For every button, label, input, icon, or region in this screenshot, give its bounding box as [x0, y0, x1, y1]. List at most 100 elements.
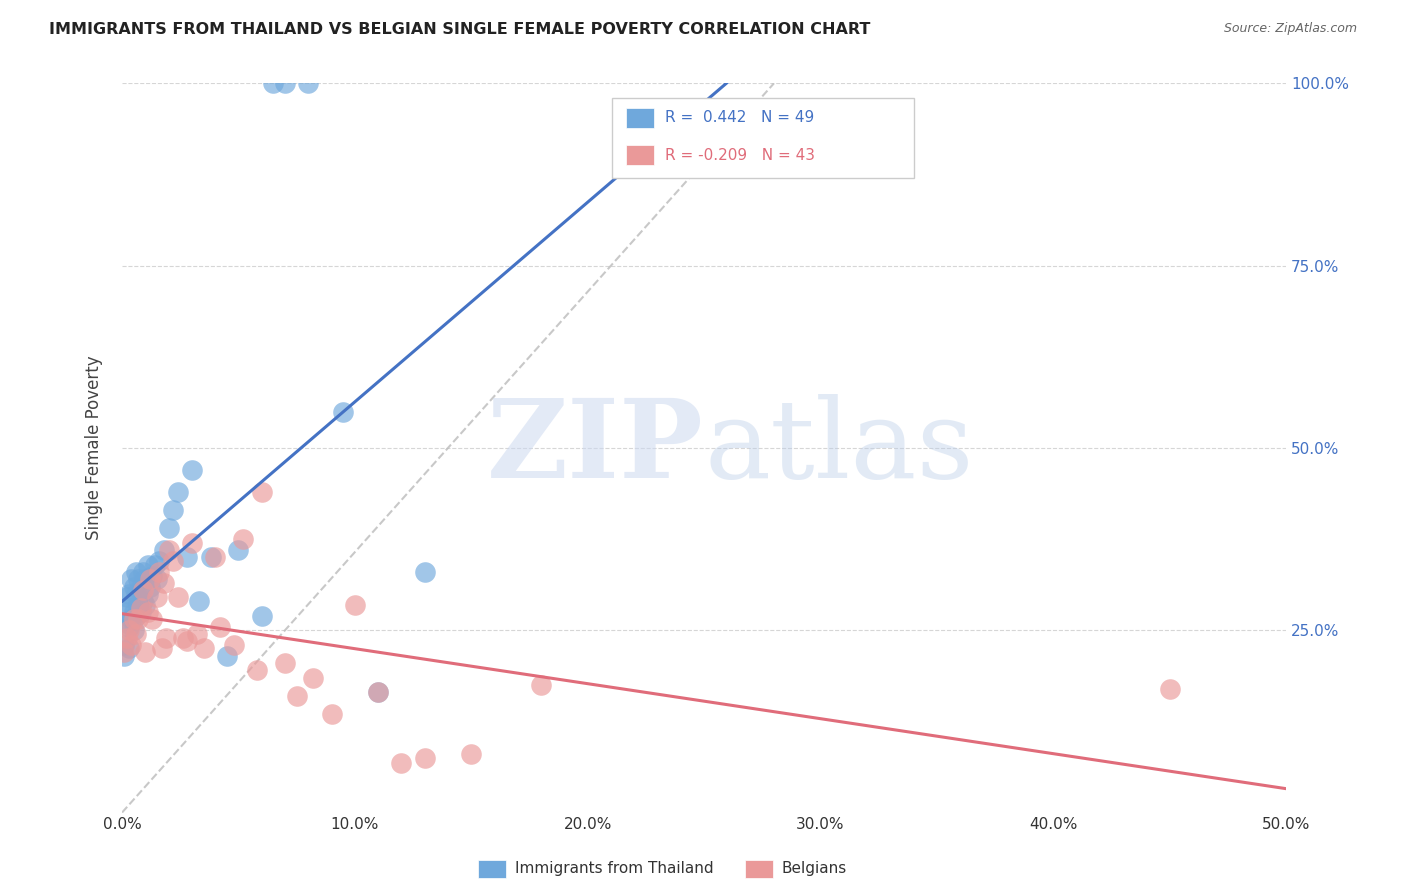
Point	[321, 707, 343, 722]
Point	[127, 572, 149, 586]
Point	[139, 572, 162, 586]
Point	[122, 605, 145, 619]
Point	[115, 591, 138, 605]
Point	[157, 521, 180, 535]
Point	[112, 645, 135, 659]
Point	[250, 484, 273, 499]
Point	[193, 641, 215, 656]
Text: Source: ZipAtlas.com: Source: ZipAtlas.com	[1223, 22, 1357, 36]
Point	[118, 624, 141, 638]
Point	[120, 601, 142, 615]
Point	[125, 627, 148, 641]
Text: R = -0.209   N = 43: R = -0.209 N = 43	[665, 148, 815, 162]
Point	[122, 612, 145, 626]
Point	[125, 587, 148, 601]
Point	[120, 612, 142, 626]
Point	[367, 685, 389, 699]
Point	[115, 631, 138, 645]
Point	[148, 554, 170, 568]
Point	[112, 648, 135, 663]
Point	[222, 638, 245, 652]
Point	[153, 575, 176, 590]
Point	[367, 685, 389, 699]
Point	[343, 598, 366, 612]
Point	[139, 580, 162, 594]
Text: Immigrants from Thailand: Immigrants from Thailand	[515, 862, 713, 876]
Point	[132, 565, 155, 579]
Point	[132, 594, 155, 608]
Text: IMMIGRANTS FROM THAILAND VS BELGIAN SINGLE FEMALE POVERTY CORRELATION CHART: IMMIGRANTS FROM THAILAND VS BELGIAN SING…	[49, 22, 870, 37]
Point	[136, 558, 159, 572]
Point	[129, 580, 152, 594]
Point	[186, 627, 208, 641]
Point	[246, 664, 269, 678]
Text: atlas: atlas	[704, 394, 973, 501]
Point	[141, 612, 163, 626]
Point	[274, 656, 297, 670]
Point	[204, 550, 226, 565]
Point	[146, 591, 169, 605]
Point	[127, 598, 149, 612]
Point	[176, 550, 198, 565]
Point	[200, 550, 222, 565]
Point	[167, 591, 190, 605]
Point	[125, 565, 148, 579]
Point	[115, 615, 138, 630]
Point	[120, 638, 142, 652]
Point	[302, 671, 325, 685]
Point	[118, 587, 141, 601]
Point	[143, 558, 166, 572]
Text: Belgians: Belgians	[782, 862, 846, 876]
Point	[148, 565, 170, 579]
Text: R =  0.442   N = 49: R = 0.442 N = 49	[665, 111, 814, 125]
Point	[180, 535, 202, 549]
Point	[122, 580, 145, 594]
Point	[413, 751, 436, 765]
Point	[122, 624, 145, 638]
Point	[250, 608, 273, 623]
Point	[115, 605, 138, 619]
Point	[274, 77, 297, 91]
Point	[187, 594, 209, 608]
Point	[167, 484, 190, 499]
Text: ZIP: ZIP	[488, 394, 704, 501]
Point	[134, 598, 156, 612]
Point	[389, 756, 412, 770]
Point	[153, 543, 176, 558]
Point	[1159, 681, 1181, 696]
Point	[180, 463, 202, 477]
Point	[129, 601, 152, 615]
Point	[208, 619, 231, 633]
Y-axis label: Single Female Poverty: Single Female Poverty	[86, 356, 103, 541]
Point	[127, 612, 149, 626]
Point	[413, 565, 436, 579]
Point	[228, 543, 250, 558]
Point	[125, 608, 148, 623]
Point	[215, 648, 238, 663]
Point	[141, 568, 163, 582]
Point	[232, 532, 254, 546]
Point	[134, 645, 156, 659]
Point	[118, 641, 141, 656]
Point	[262, 77, 284, 91]
Point	[157, 543, 180, 558]
Point	[176, 634, 198, 648]
Point	[162, 554, 184, 568]
Point	[285, 689, 308, 703]
Point	[297, 77, 319, 91]
Point	[136, 587, 159, 601]
Point	[136, 605, 159, 619]
Point	[530, 678, 553, 692]
Point	[150, 641, 173, 656]
Point	[460, 747, 482, 762]
Point	[118, 619, 141, 633]
Point	[134, 572, 156, 586]
Point	[132, 583, 155, 598]
Point	[120, 572, 142, 586]
Point	[155, 631, 177, 645]
Point	[172, 631, 194, 645]
Point	[129, 605, 152, 619]
Point	[332, 404, 354, 418]
Point	[146, 572, 169, 586]
Point	[162, 503, 184, 517]
